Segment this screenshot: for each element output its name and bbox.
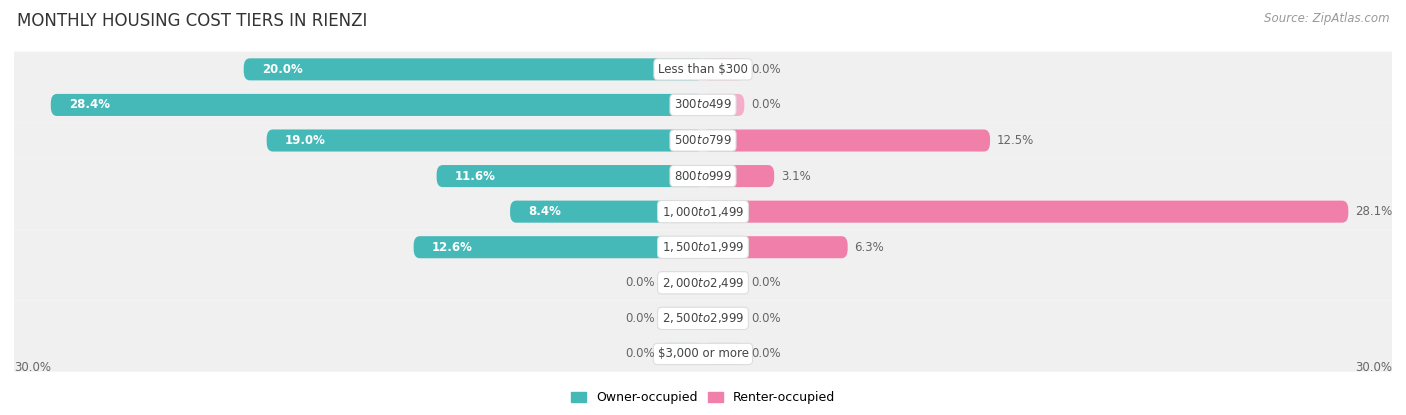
FancyBboxPatch shape: [3, 194, 1403, 229]
Text: 20.0%: 20.0%: [262, 63, 302, 76]
Text: 11.6%: 11.6%: [456, 170, 496, 183]
Text: $800 to $999: $800 to $999: [673, 170, 733, 183]
Text: 12.5%: 12.5%: [997, 134, 1035, 147]
FancyBboxPatch shape: [3, 336, 1403, 372]
Text: Source: ZipAtlas.com: Source: ZipAtlas.com: [1264, 12, 1389, 25]
Text: 0.0%: 0.0%: [626, 347, 655, 361]
FancyBboxPatch shape: [3, 265, 1403, 300]
FancyBboxPatch shape: [510, 200, 703, 223]
FancyBboxPatch shape: [703, 343, 744, 365]
Text: 0.0%: 0.0%: [751, 312, 780, 325]
Text: 12.6%: 12.6%: [432, 241, 472, 254]
FancyBboxPatch shape: [703, 200, 1348, 223]
Text: 28.1%: 28.1%: [1355, 205, 1392, 218]
Text: 0.0%: 0.0%: [751, 63, 780, 76]
Text: $1,000 to $1,499: $1,000 to $1,499: [662, 205, 744, 219]
FancyBboxPatch shape: [51, 94, 703, 116]
FancyBboxPatch shape: [662, 343, 703, 365]
FancyBboxPatch shape: [3, 87, 1403, 123]
Text: MONTHLY HOUSING COST TIERS IN RIENZI: MONTHLY HOUSING COST TIERS IN RIENZI: [17, 12, 367, 30]
Text: 0.0%: 0.0%: [626, 312, 655, 325]
Text: 30.0%: 30.0%: [14, 361, 51, 374]
FancyBboxPatch shape: [703, 272, 744, 294]
Text: $3,000 or more: $3,000 or more: [658, 347, 748, 361]
Text: 0.0%: 0.0%: [751, 98, 780, 112]
Text: 3.1%: 3.1%: [782, 170, 811, 183]
FancyBboxPatch shape: [267, 129, 703, 151]
FancyBboxPatch shape: [703, 165, 775, 187]
Text: $1,500 to $1,999: $1,500 to $1,999: [662, 240, 744, 254]
FancyBboxPatch shape: [703, 308, 744, 330]
Text: 0.0%: 0.0%: [751, 347, 780, 361]
Text: 28.4%: 28.4%: [69, 98, 110, 112]
Text: 0.0%: 0.0%: [626, 276, 655, 289]
Text: Less than $300: Less than $300: [658, 63, 748, 76]
FancyBboxPatch shape: [3, 51, 1403, 87]
Legend: Owner-occupied, Renter-occupied: Owner-occupied, Renter-occupied: [567, 386, 839, 409]
FancyBboxPatch shape: [662, 272, 703, 294]
Text: 8.4%: 8.4%: [529, 205, 561, 218]
Text: $2,500 to $2,999: $2,500 to $2,999: [662, 311, 744, 325]
FancyBboxPatch shape: [243, 59, 703, 81]
Text: $300 to $499: $300 to $499: [673, 98, 733, 112]
FancyBboxPatch shape: [703, 129, 990, 151]
FancyBboxPatch shape: [413, 236, 703, 258]
Text: $500 to $799: $500 to $799: [673, 134, 733, 147]
Text: 6.3%: 6.3%: [855, 241, 884, 254]
Text: 0.0%: 0.0%: [751, 276, 780, 289]
Text: 19.0%: 19.0%: [285, 134, 326, 147]
FancyBboxPatch shape: [3, 123, 1403, 158]
Text: 30.0%: 30.0%: [1355, 361, 1392, 374]
FancyBboxPatch shape: [437, 165, 703, 187]
FancyBboxPatch shape: [3, 300, 1403, 336]
FancyBboxPatch shape: [703, 59, 744, 81]
FancyBboxPatch shape: [703, 236, 848, 258]
Text: $2,000 to $2,499: $2,000 to $2,499: [662, 276, 744, 290]
FancyBboxPatch shape: [703, 94, 744, 116]
FancyBboxPatch shape: [3, 229, 1403, 265]
FancyBboxPatch shape: [662, 308, 703, 330]
FancyBboxPatch shape: [3, 158, 1403, 194]
